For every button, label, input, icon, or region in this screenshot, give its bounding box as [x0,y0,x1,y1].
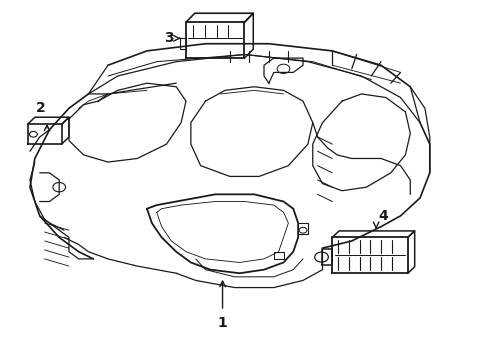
Text: 4: 4 [378,209,387,223]
Text: 3: 3 [164,31,173,45]
Text: 2: 2 [36,101,46,115]
Text: 1: 1 [217,316,227,330]
